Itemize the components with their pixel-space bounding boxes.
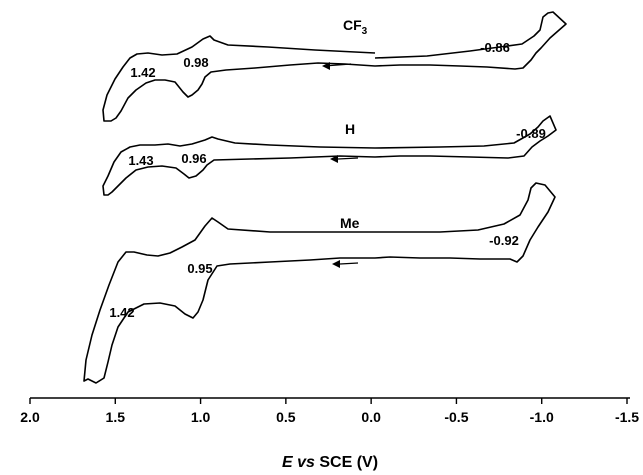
x-tick-label: 2.0 <box>20 409 40 425</box>
trace-me-curve <box>83 182 556 384</box>
trace-label-me: Me <box>340 215 360 231</box>
x-tick-label: 1.5 <box>106 409 126 425</box>
trace-label-cf3: CF3 <box>343 17 368 37</box>
trace-me: Me 0.95 1.42 -0.92 <box>83 182 556 384</box>
scan-direction-arrow <box>330 155 359 163</box>
trace-cf3-curve <box>102 11 567 122</box>
trace-cf3: CF3 1.42 0.98 -0.86 <box>102 11 567 122</box>
peak-label: -0.89 <box>516 126 546 141</box>
scan-direction-arrow <box>332 260 359 268</box>
peak-label: 0.96 <box>181 151 206 166</box>
x-tick-label: -1.5 <box>615 409 639 425</box>
x-tick-label: 0.0 <box>361 409 381 425</box>
peak-label: -0.86 <box>480 40 510 55</box>
trace-h-curve <box>102 115 557 196</box>
x-axis-ticks: 2.0 1.5 1.0 0.5 0.0 -0.5 -1.0 -1.5 <box>20 398 639 425</box>
trace-h: H 1.43 0.96 -0.89 <box>102 115 557 196</box>
peak-label: 1.42 <box>130 65 155 80</box>
peak-label: 0.95 <box>187 261 212 276</box>
peak-label: 0.98 <box>183 55 208 70</box>
x-tick-label: 1.0 <box>191 409 211 425</box>
peak-label: -0.92 <box>489 233 519 248</box>
x-axis-title: E vs SCE (V) <box>282 454 378 471</box>
x-axis: 2.0 1.5 1.0 0.5 0.0 -0.5 -1.0 -1.5 E vs SCE (V) <box>20 397 639 471</box>
x-tick-label: 0.5 <box>276 409 296 425</box>
scan-direction-arrow <box>322 62 352 70</box>
x-tick-label: -0.5 <box>444 409 468 425</box>
peak-label: 1.43 <box>128 153 153 168</box>
trace-label-h: H <box>345 121 355 137</box>
x-tick-label: -1.0 <box>530 409 554 425</box>
peak-label: 1.42 <box>109 305 134 320</box>
